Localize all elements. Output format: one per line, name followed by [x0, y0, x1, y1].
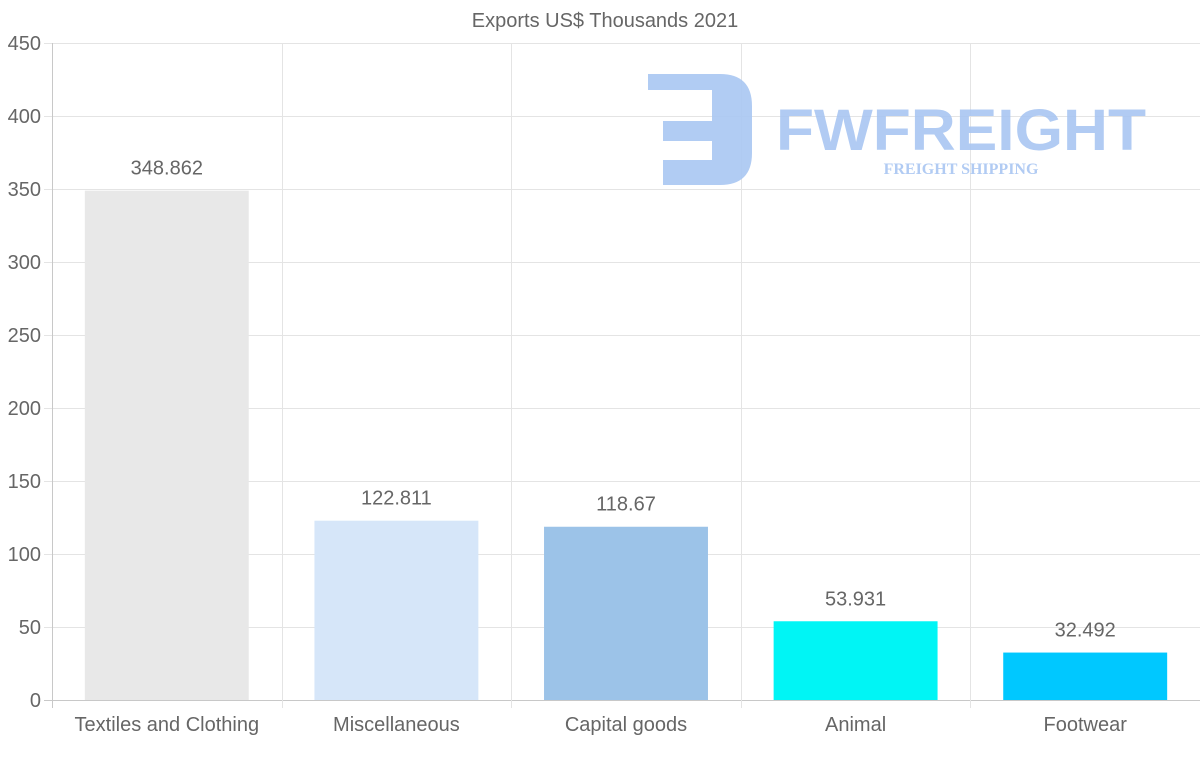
- y-tick-label: 100: [8, 544, 41, 566]
- labels: 348.862 Textiles and Clothing 122.811 Misce…: [75, 158, 1128, 736]
- y-tick-label: 450: [8, 33, 41, 55]
- watermark-tagline: FREIGHT SHIPPING: [884, 161, 1039, 178]
- x-tick-label: Miscellaneous: [333, 714, 460, 736]
- y-tick-label: 350: [8, 179, 41, 201]
- x-tick-label: Footwear: [1044, 714, 1128, 736]
- chart-title: Exports US$ Thousands 2021: [472, 10, 738, 32]
- data-label: 32.492: [1055, 620, 1116, 642]
- x-tick-label: Textiles and Clothing: [75, 714, 260, 736]
- y-tick-label: 300: [8, 252, 41, 274]
- bar-textiles-and-clothing: [84, 190, 249, 700]
- y-tick-label: 50: [19, 617, 41, 639]
- logo-mark-icon: [648, 74, 752, 185]
- watermark-brand: FWFREIGHT: [776, 98, 1146, 163]
- y-tick-label: 200: [8, 398, 41, 420]
- data-label: 348.862: [131, 158, 203, 180]
- bar-footwear: [1003, 652, 1168, 700]
- bar-capital-goods: [544, 526, 708, 700]
- bar-miscellaneous: [314, 520, 479, 700]
- watermark-logo: FWFREIGHT FREIGHT SHIPPING: [648, 74, 1146, 185]
- grid: 0 50 100 150 200 250 300 350 400 450: [8, 33, 1200, 712]
- x-tick-label: Capital goods: [565, 714, 687, 736]
- data-label: 53.931: [825, 588, 886, 610]
- x-tick-label: Animal: [825, 714, 886, 736]
- y-tick-label: 400: [8, 106, 41, 128]
- data-label: 122.811: [361, 488, 432, 510]
- bar-animal: [773, 621, 938, 700]
- y-tick-label: 250: [8, 325, 41, 347]
- bars: [84, 190, 1168, 700]
- y-tick-label: 150: [8, 471, 41, 493]
- y-tick-label: 0: [30, 690, 41, 712]
- data-label: 118.67: [596, 494, 656, 516]
